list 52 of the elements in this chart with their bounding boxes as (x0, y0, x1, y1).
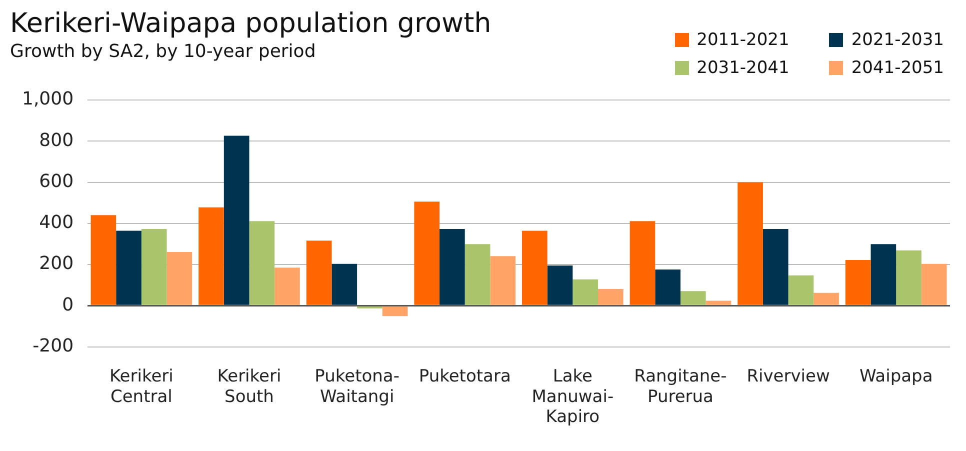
legend-label: 2011-2021 (696, 30, 790, 50)
bar (706, 300, 732, 305)
bar (921, 264, 947, 305)
x-tick-label: Waipapa (859, 366, 933, 386)
bar (490, 256, 516, 305)
bar (680, 291, 706, 305)
y-tick-label: -200 (32, 335, 74, 356)
chart-subtitle: Growth by SA2, by 10-year period (10, 41, 317, 62)
bar (274, 268, 300, 305)
bar (440, 228, 465, 305)
bar (249, 221, 275, 305)
x-tick-label: Puketotara (418, 366, 511, 386)
bar (116, 230, 142, 305)
bar (845, 260, 871, 305)
bar (332, 264, 358, 305)
x-tick-label: Riverview (746, 366, 830, 386)
y-tick-label: 0 (62, 294, 74, 316)
bar (306, 240, 332, 305)
chart-title: Kerikeri-Waipapa population growth (10, 8, 492, 39)
bar (166, 252, 192, 305)
x-tick-label: Kerikeri Central (109, 366, 174, 407)
bar (814, 292, 839, 305)
bar (141, 228, 167, 305)
x-tick-label: Lake Manuwai-Kapiro (532, 366, 614, 428)
x-tick-label: Rangitane-Purerua (634, 366, 727, 407)
bar (522, 230, 548, 305)
y-tick-label: 400 (39, 212, 74, 234)
y-tick-label: 1,000 (22, 88, 74, 110)
bar (382, 306, 408, 316)
x-tick-label: Puketona-Waitangi (314, 366, 400, 407)
bar (572, 279, 598, 305)
y-tick-label: 200 (39, 253, 74, 274)
bar (547, 266, 573, 305)
y-tick-label: 800 (39, 130, 74, 151)
bar (870, 244, 896, 305)
bar (598, 289, 624, 305)
legend-label: 2041-2051 (851, 58, 944, 78)
y-tick-label: 600 (39, 170, 74, 192)
bar (762, 228, 788, 305)
legend-label: 2021-2031 (851, 30, 944, 50)
bar (630, 221, 656, 305)
bar (655, 269, 680, 305)
x-tick-label: Kerikeri South (217, 366, 282, 407)
bar (464, 244, 490, 305)
bar (224, 136, 250, 305)
bar (90, 215, 116, 305)
bar (788, 275, 814, 305)
bar (198, 207, 224, 305)
bar (414, 202, 440, 305)
legend-label: 2031-2041 (696, 58, 790, 78)
bar (738, 182, 763, 305)
bar (896, 250, 922, 305)
